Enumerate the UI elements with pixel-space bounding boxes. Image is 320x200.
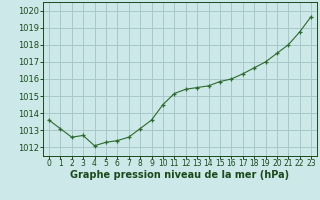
X-axis label: Graphe pression niveau de la mer (hPa): Graphe pression niveau de la mer (hPa) (70, 170, 290, 180)
